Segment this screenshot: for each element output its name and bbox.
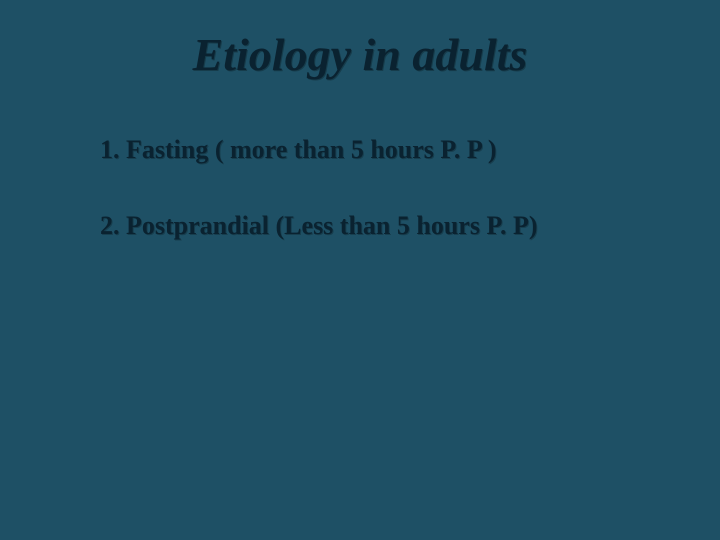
list-item: 2. Postprandial (Less than 5 hours P. P) [100, 210, 538, 241]
list-item: 1. Fasting ( more than 5 hours P. P ) [100, 134, 497, 165]
slide-title: Etiology in adults [0, 28, 720, 81]
